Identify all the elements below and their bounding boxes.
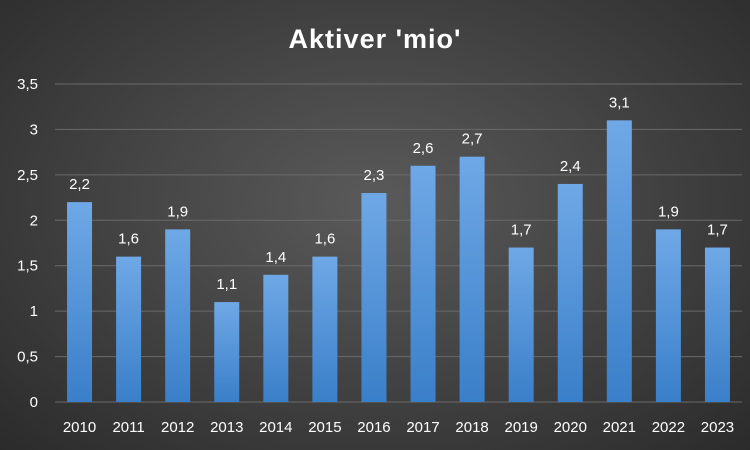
chart-title: Aktiver 'mio' <box>289 24 462 54</box>
bar-2020 <box>557 183 583 402</box>
x-axis-ticks: 2010 2011 2012 2013 2014 2015 2016 2017 2018 2019… <box>63 419 734 436</box>
x-tick-label-2020: 2020 <box>554 419 587 436</box>
y-tick-label: 1 <box>30 303 38 320</box>
y-tick-label: 3,5 <box>17 76 38 93</box>
data-label-2017: 2,6 <box>413 140 434 157</box>
data-label-2023: 1,7 <box>707 222 728 239</box>
x-tick-label-2011: 2011 <box>112 419 144 436</box>
x-tick-label-2021: 2021 <box>603 419 636 436</box>
y-tick-label: 2,5 <box>17 167 38 184</box>
y-tick-label: 2 <box>30 212 38 229</box>
bar-2016 <box>361 193 387 402</box>
data-label-2018: 2,7 <box>462 131 483 148</box>
data-label-2019: 1,7 <box>511 222 532 239</box>
x-tick-label-2012: 2012 <box>161 419 194 436</box>
grid-lines <box>55 83 742 403</box>
data-label-2020: 2,4 <box>560 158 581 175</box>
bar-2019 <box>508 247 534 402</box>
bar-2018 <box>459 156 485 402</box>
x-tick-label-2015: 2015 <box>308 419 341 436</box>
bar-2012 <box>165 229 191 402</box>
bar-2010 <box>67 202 93 402</box>
data-label-2013: 1,1 <box>216 276 237 293</box>
y-tick-label: 3 <box>30 121 38 138</box>
x-tick-label-2019: 2019 <box>504 419 537 436</box>
y-tick-label: 0 <box>30 394 38 411</box>
bar-2013 <box>214 302 240 402</box>
x-tick-label-2016: 2016 <box>357 419 390 436</box>
x-tick-label-2023: 2023 <box>701 419 734 436</box>
bar-2022 <box>655 229 681 402</box>
bar-2011 <box>116 256 142 402</box>
bar-2017 <box>410 165 436 402</box>
bar-2014 <box>263 274 289 402</box>
data-label-2022: 1,9 <box>658 203 679 220</box>
data-label-2021: 3,1 <box>609 94 630 111</box>
y-tick-label: 1,5 <box>17 258 38 275</box>
data-label-2012: 1,9 <box>167 203 188 220</box>
data-label-2014: 1,4 <box>265 249 286 266</box>
x-tick-label-2010: 2010 <box>63 419 96 436</box>
data-label-2016: 2,3 <box>364 167 385 184</box>
x-tick-label-2014: 2014 <box>259 419 292 436</box>
x-tick-label-2018: 2018 <box>455 419 488 436</box>
data-label-2015: 1,6 <box>314 231 335 248</box>
bar-2023 <box>704 247 730 402</box>
y-axis-ticks: 0 0,5 1 1,5 2 2,5 3 3,5 <box>17 76 38 411</box>
x-tick-label-2017: 2017 <box>406 419 439 436</box>
bar-2021 <box>606 120 632 402</box>
data-label-2011: 1,6 <box>118 231 139 248</box>
data-label-2010: 2,2 <box>69 176 90 193</box>
x-tick-label-2022: 2022 <box>652 419 685 436</box>
x-tick-label-2013: 2013 <box>210 419 243 436</box>
y-tick-label: 0,5 <box>17 349 38 366</box>
bar-2015 <box>312 256 338 402</box>
data-labels: 2,2 1,6 1,9 1,1 1,4 1,6 2,3 2,6 2,7 1,7 2,4 3,1 1,9 1… <box>69 94 728 293</box>
bars <box>67 120 730 402</box>
